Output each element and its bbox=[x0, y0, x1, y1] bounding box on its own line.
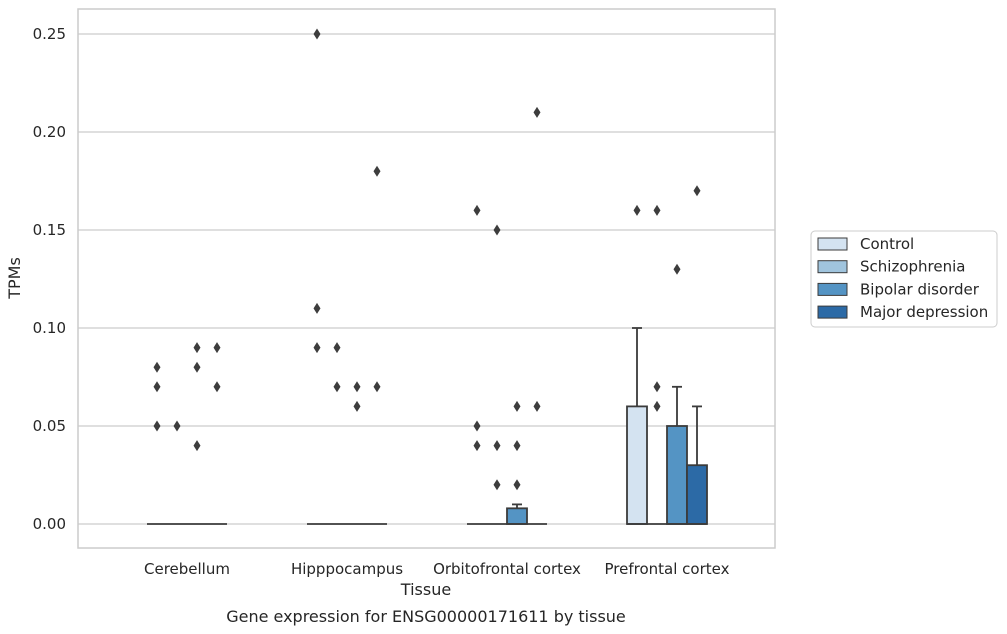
outlier-point bbox=[673, 263, 681, 275]
outlier-point bbox=[173, 420, 181, 432]
box-2-2 bbox=[506, 503, 528, 525]
x-tick-label: Prefrontal cortex bbox=[605, 560, 730, 578]
outlier-point bbox=[513, 440, 521, 452]
y-tick-label: 0.05 bbox=[33, 417, 66, 435]
y-tick-label: 0.10 bbox=[33, 319, 66, 337]
outlier-point bbox=[193, 361, 201, 373]
y-tick-label: 0.20 bbox=[33, 123, 66, 141]
outlier-point bbox=[153, 420, 161, 432]
x-axis-label: Tissue bbox=[400, 580, 451, 599]
outlier-point bbox=[213, 381, 221, 393]
outlier-point bbox=[313, 342, 321, 354]
y-tick-label: 0.15 bbox=[33, 221, 66, 239]
outlier-point bbox=[353, 400, 361, 412]
legend-label: Major depression bbox=[860, 303, 988, 321]
y-tick-label: 0.25 bbox=[33, 25, 66, 43]
x-tick-label: Orbitofrontal cortex bbox=[433, 560, 581, 578]
outlier-point bbox=[213, 342, 221, 354]
outlier-point bbox=[153, 381, 161, 393]
legend-swatch bbox=[817, 260, 848, 274]
outlier-point bbox=[473, 420, 481, 432]
outlier-point bbox=[493, 224, 501, 236]
outlier-point bbox=[153, 361, 161, 373]
outlier-point bbox=[473, 440, 481, 452]
outlier-point bbox=[353, 381, 361, 393]
legend-frame bbox=[810, 230, 998, 328]
outlier-point bbox=[653, 204, 661, 216]
legend-items: Control Schizophrenia Bipolar disorder Majo… bbox=[817, 235, 988, 321]
box-body bbox=[666, 425, 688, 525]
outlier-point bbox=[333, 342, 341, 354]
legend-label: Bipolar disorder bbox=[860, 280, 980, 298]
outlier-point bbox=[533, 400, 541, 412]
box-body bbox=[506, 507, 528, 525]
outlier-point bbox=[313, 28, 321, 40]
box-plots bbox=[147, 327, 708, 525]
outlier-point bbox=[373, 381, 381, 393]
outlier-point bbox=[513, 479, 521, 491]
x-tick-label: Hipppocampus bbox=[291, 560, 403, 578]
legend-swatch bbox=[817, 282, 848, 296]
outlier-point bbox=[693, 185, 701, 197]
y-axis-ticks: 0.00 0.05 0.10 0.15 0.20 0.25 bbox=[33, 25, 66, 533]
box-3-0 bbox=[626, 327, 648, 525]
x-tick-label: Cerebellum bbox=[144, 560, 230, 578]
legend: Control Schizophrenia Bipolar disorder Majo… bbox=[810, 230, 998, 328]
box-3-3 bbox=[686, 405, 708, 525]
outlier-point bbox=[373, 165, 381, 177]
outlier-point bbox=[513, 400, 521, 412]
legend-swatch bbox=[817, 305, 848, 319]
outlier-point bbox=[313, 302, 321, 314]
y-axis-label: TPMs bbox=[5, 257, 24, 300]
legend-label: Control bbox=[860, 235, 914, 253]
box-body bbox=[626, 405, 648, 525]
plot-area bbox=[77, 8, 776, 549]
outlier-point bbox=[333, 381, 341, 393]
outlier-point bbox=[193, 440, 201, 452]
outlier-point bbox=[193, 342, 201, 354]
legend-swatch bbox=[817, 237, 848, 251]
outlier-point bbox=[653, 400, 661, 412]
outlier-point bbox=[533, 106, 541, 118]
legend-label: Schizophrenia bbox=[860, 258, 965, 276]
outlier-point bbox=[493, 440, 501, 452]
outlier-point bbox=[633, 204, 641, 216]
box-body bbox=[686, 464, 708, 525]
outlier-point bbox=[493, 479, 501, 491]
y-tick-label: 0.00 bbox=[33, 515, 66, 533]
x-axis-ticks: Cerebellum Hipppocampus Orbitofrontal cort… bbox=[144, 560, 730, 578]
outlier-points bbox=[153, 28, 701, 491]
outlier-point bbox=[653, 381, 661, 393]
chart-caption: Gene expression for ENSG00000171611 by t… bbox=[226, 607, 626, 626]
outlier-point bbox=[473, 204, 481, 216]
